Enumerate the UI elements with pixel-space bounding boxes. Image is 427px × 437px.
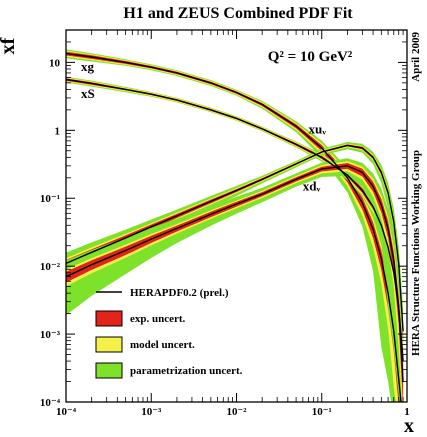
curve-label-2: xuᵥ <box>309 121 327 136</box>
axis-ticks: 10⁻⁴ 10⁻³ 10⁻² 10⁻¹ 1 10⁻⁴ 10⁻³ 10⁻² 10⁻¹ 1 10 <box>40 29 410 418</box>
q2-annotation: Q² = 10 GeV² <box>268 49 353 65</box>
legend-label-2: model uncert. <box>130 339 195 351</box>
side-label-group: HERA Structure Functions Working Group <box>410 150 422 356</box>
central-curves <box>66 52 404 402</box>
legend-swatch-3 <box>95 362 123 379</box>
x-tick-label-3: 10⁻¹ <box>312 406 332 418</box>
curve-1 <box>66 78 404 362</box>
x-tick-label-0: 10⁻⁴ <box>56 406 77 418</box>
x-tick-label-2: 10⁻² <box>226 406 247 418</box>
curve-label-1: xS <box>81 86 95 101</box>
curve-0 <box>66 52 402 402</box>
y-tick-label-2: 10⁻² <box>40 261 61 273</box>
curve-label-0: xg <box>81 59 95 74</box>
x-axis-label: x <box>404 415 414 437</box>
legend-label-0: HERAPDF0.2 (prel.) <box>130 287 229 299</box>
chart-title: H1 and ZEUS Combined PDF Fit <box>123 5 353 22</box>
legend-swatch-2 <box>95 336 123 353</box>
x-tick-label-1: 10⁻³ <box>141 406 162 418</box>
y-tick-label-0: 10⁻⁴ <box>40 397 61 409</box>
legend-label-1: exp. uncert. <box>130 313 186 325</box>
curve-2 <box>66 144 404 332</box>
x-tick-label-4: 1 <box>404 406 410 418</box>
legend-swatch-1 <box>95 310 123 327</box>
side-label-date: April 2009 <box>410 32 422 82</box>
curve-labels: xg xS xuᵥ xdᵥ <box>81 59 326 194</box>
legend-label-3: parametrization uncert. <box>130 365 243 377</box>
curve-label-3: xdᵥ <box>303 179 321 194</box>
legend: HERAPDF0.2 (prel.) exp. uncert. model unce… <box>95 287 243 379</box>
y-tick-label-5: 10 <box>49 57 61 69</box>
y-tick-label-3: 10⁻¹ <box>40 193 60 205</box>
y-tick-label-1: 10⁻³ <box>40 329 61 341</box>
y-tick-label-4: 1 <box>55 125 61 137</box>
curve-3 <box>66 165 404 382</box>
band-exp-1 <box>66 78 404 372</box>
y-axis-label: xf <box>0 37 19 54</box>
